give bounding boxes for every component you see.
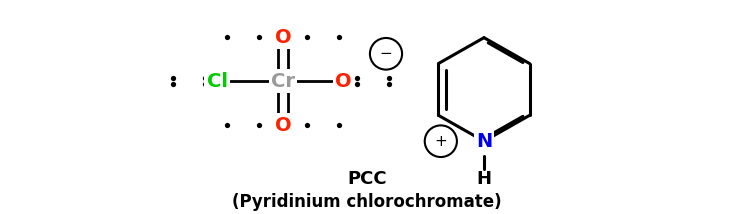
Text: −: − — [379, 46, 393, 61]
Text: PCC: PCC — [347, 169, 387, 187]
Text: H: H — [476, 170, 492, 188]
Text: +: + — [435, 134, 447, 149]
Text: O: O — [275, 28, 291, 46]
Text: (Pyridinium chlorochromate): (Pyridinium chlorochromate) — [232, 193, 502, 211]
Text: O: O — [335, 71, 352, 91]
Text: Cr: Cr — [271, 71, 295, 91]
Text: O: O — [275, 116, 291, 135]
Text: Cl: Cl — [206, 71, 228, 91]
Text: N: N — [476, 132, 492, 151]
